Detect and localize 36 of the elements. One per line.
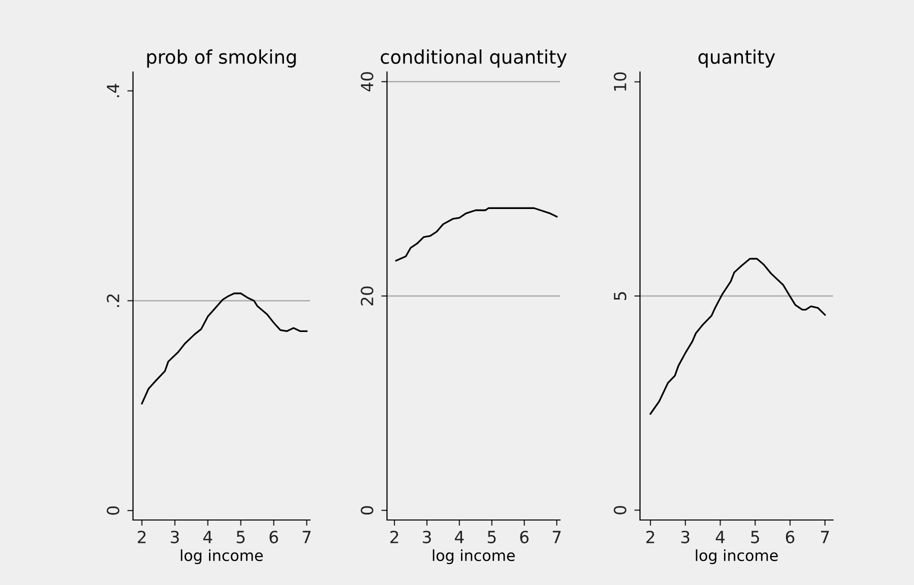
x-axis-title: log income	[696, 549, 778, 564]
x-tick-label: 6	[786, 530, 794, 544]
x-tick-label: 7	[552, 530, 561, 544]
x-tick-label: 3	[681, 530, 690, 544]
x-tick-label: 4	[203, 530, 212, 544]
y-tick-label: 10	[614, 72, 626, 91]
y-tick-label: 0	[360, 506, 374, 515]
x-tick-label: 3	[422, 530, 431, 544]
x-tick-label: 7	[302, 530, 311, 544]
x-tick-label: 4	[454, 530, 464, 544]
y-tick-label: .2	[106, 294, 120, 307]
line-series	[395, 207, 558, 262]
y-tick-label: 0	[106, 506, 120, 515]
y-tick-label: .4	[106, 84, 120, 98]
y-tick-label: 5	[614, 292, 626, 300]
x-axis-title: log income	[432, 549, 515, 564]
x-tick-label: 5	[488, 530, 496, 544]
chart-title: conditional quantity	[380, 49, 567, 68]
x-tick-label: 2	[138, 530, 146, 544]
x-tick-label: 2	[390, 530, 398, 544]
x-tick-label: 4	[716, 530, 725, 544]
x-tick-label: 6	[270, 530, 278, 544]
line-series	[141, 292, 308, 404]
x-tick-label: 2	[646, 530, 654, 544]
x-tick-label: 6	[520, 530, 529, 544]
line-series	[650, 258, 826, 415]
chart-title: prob of smoking	[147, 49, 296, 68]
x-tick-label: 5	[751, 530, 760, 544]
x-axis-title: log income	[180, 549, 263, 564]
x-tick-label: 3	[170, 530, 179, 544]
chart-title: quantity	[698, 49, 776, 68]
x-tick-label: 5	[236, 530, 245, 544]
y-tick-label: 20	[360, 286, 374, 306]
x-tick-label: 7	[821, 530, 829, 544]
y-tick-label: 0	[614, 506, 626, 514]
y-tick-label: 40	[360, 72, 374, 92]
